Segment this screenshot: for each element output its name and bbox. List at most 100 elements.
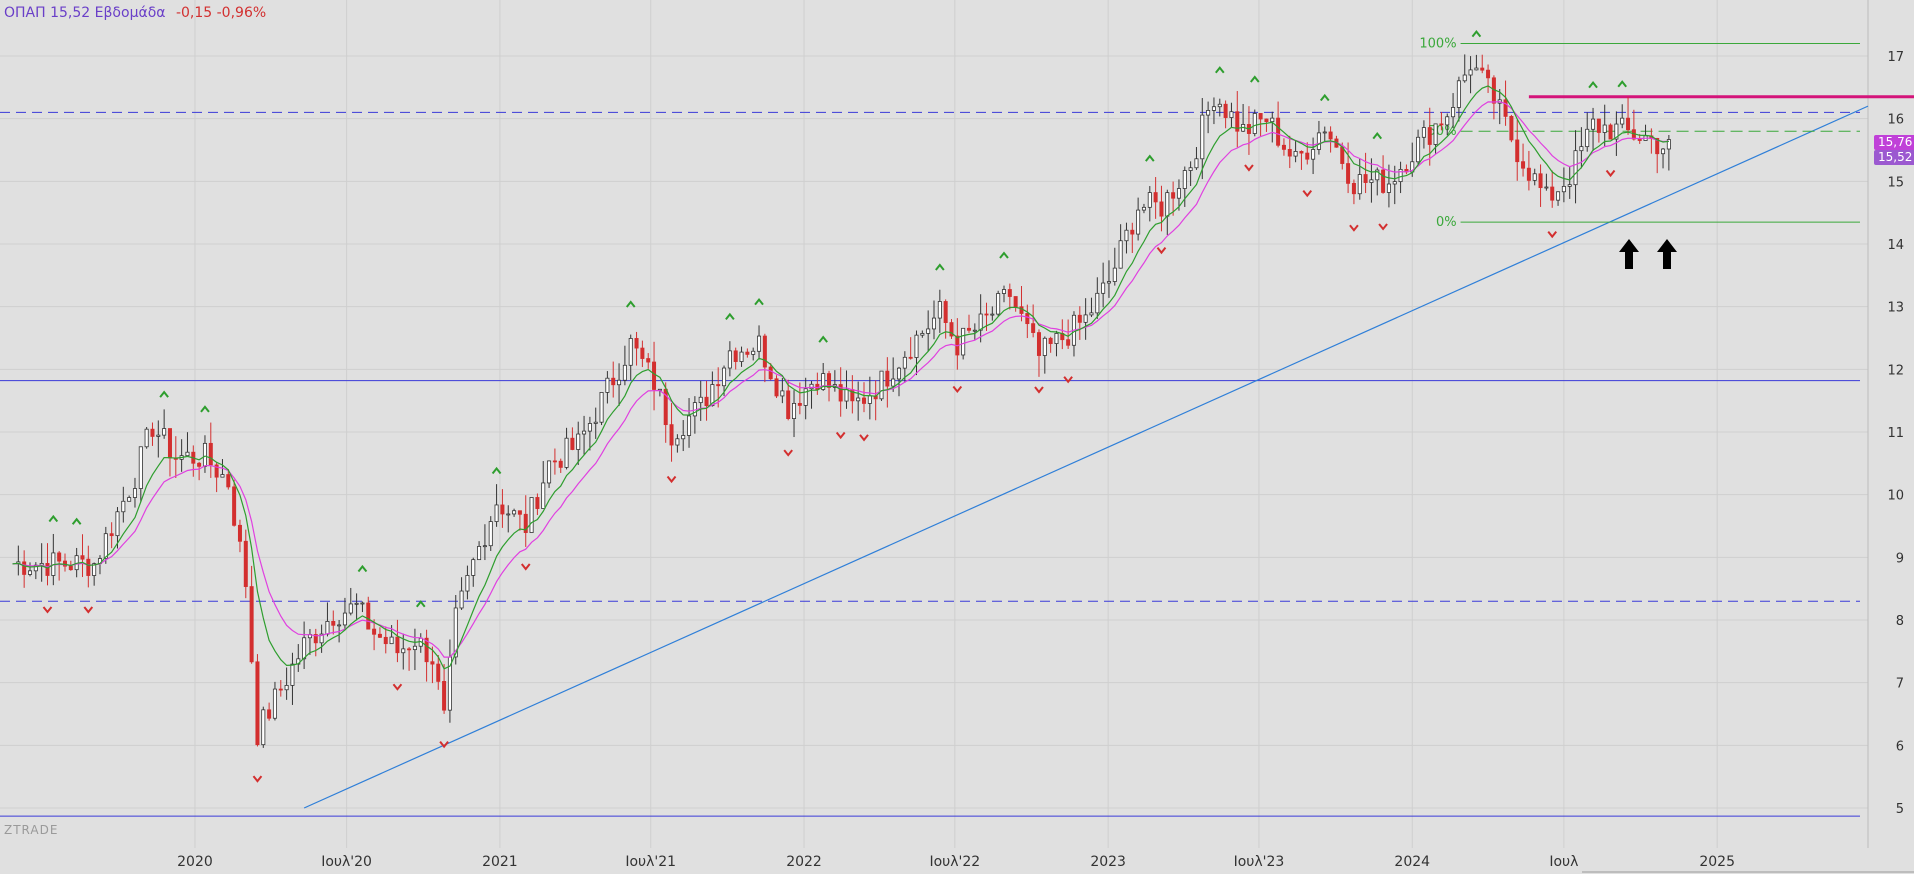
candle-body [920, 333, 925, 336]
candle-body [1614, 123, 1619, 140]
candle-body [377, 633, 382, 638]
candle-body [395, 636, 400, 654]
candle-body [1112, 267, 1117, 282]
candle-body [902, 356, 907, 369]
candle-body [1626, 117, 1631, 131]
swing-low-marker [252, 775, 263, 783]
candle-body [1089, 312, 1094, 316]
candle-body [622, 364, 627, 381]
candle-body [1550, 186, 1555, 201]
swing-low-marker [1547, 231, 1558, 239]
candle-body [1305, 152, 1310, 160]
candle-body [1147, 192, 1152, 208]
candle-body [1532, 173, 1537, 181]
y-tick-label: 6 [1896, 739, 1904, 754]
candle-body [1596, 118, 1601, 133]
swing-low-marker [392, 683, 403, 691]
y-tick-label: 12 [1887, 363, 1904, 378]
candle-body [1445, 116, 1450, 126]
candle-body [430, 661, 435, 665]
candle-body [1602, 124, 1607, 133]
candle-body [587, 423, 592, 432]
y-tick-label: 13 [1887, 301, 1904, 316]
candle-body [1363, 174, 1368, 183]
candle-body [1194, 158, 1199, 169]
candle-body [132, 488, 137, 498]
candle-body [208, 442, 213, 466]
x-tick-label: 2025 [1699, 854, 1735, 870]
candle-body [809, 383, 814, 390]
candle-body [401, 648, 406, 654]
x-tick-label: Ιουλ [1549, 854, 1578, 870]
candle-body [512, 510, 517, 515]
swing-high-marker [159, 390, 169, 398]
candle-body [547, 460, 552, 484]
candle-body [1031, 323, 1036, 333]
candle-body [698, 396, 703, 404]
candle-body [1101, 282, 1106, 294]
swing-low-marker [1034, 386, 1044, 394]
last-price-tag: 15,52 [1874, 150, 1914, 165]
candle-body [1229, 111, 1234, 118]
ema-slow-line [12, 101, 1669, 658]
swing-high-marker [1319, 93, 1330, 102]
candle-body [885, 370, 890, 387]
candle-body [92, 563, 97, 576]
swing-low-marker [42, 606, 53, 614]
candle-body [1451, 107, 1456, 118]
swing-low-marker [1302, 190, 1313, 198]
candle-body [937, 301, 942, 319]
candle-body [389, 636, 394, 645]
x-tick-label: 2024 [1394, 854, 1430, 870]
swing-high-marker [1617, 80, 1627, 88]
candle-body [803, 388, 808, 406]
candle-body [523, 513, 528, 533]
swing-low-marker [1349, 224, 1359, 232]
candle-body [821, 373, 826, 390]
candle-body [675, 438, 680, 446]
candle-body [949, 322, 954, 337]
candle-body [1252, 113, 1257, 134]
candle-body [255, 661, 260, 746]
candle-body [115, 511, 120, 537]
swing-low-marker [1244, 164, 1254, 172]
swing-high-marker [625, 300, 636, 308]
candle-body [1556, 191, 1561, 201]
swing-high-marker [725, 312, 735, 321]
candle-body [914, 334, 919, 358]
candle-body [1392, 181, 1397, 185]
candle-body [1141, 206, 1146, 211]
candle-body [1019, 306, 1024, 314]
trendline [303, 105, 1869, 809]
swing-low-marker [783, 449, 793, 457]
candle-body [529, 497, 534, 533]
candle-body [290, 663, 295, 686]
swing-high-marker [1588, 81, 1598, 89]
swing-low-marker [83, 606, 94, 614]
y-tick-label: 17 [1887, 50, 1904, 65]
swing-low-marker [1063, 376, 1073, 384]
candle-body [827, 373, 832, 388]
candle-body [535, 497, 540, 509]
candle-body [797, 402, 802, 406]
swing-high-marker [200, 405, 210, 413]
candle-body [687, 415, 692, 436]
candle-body [249, 586, 254, 663]
candle-body [972, 329, 977, 332]
candle-body [348, 603, 353, 614]
swing-high-marker [1471, 29, 1482, 38]
candle-body [1544, 186, 1549, 189]
candle-body [891, 378, 896, 387]
candle-body [1468, 69, 1473, 76]
y-tick-label: 5 [1896, 802, 1904, 817]
candle-body [62, 560, 67, 567]
candle-body [1206, 110, 1211, 116]
candle-body [1200, 114, 1205, 160]
y-tick-label: 16 [1887, 113, 1904, 128]
candle-body [681, 435, 686, 440]
candle-body [331, 620, 336, 626]
candle-body [768, 366, 773, 380]
candle-body [1165, 192, 1170, 217]
